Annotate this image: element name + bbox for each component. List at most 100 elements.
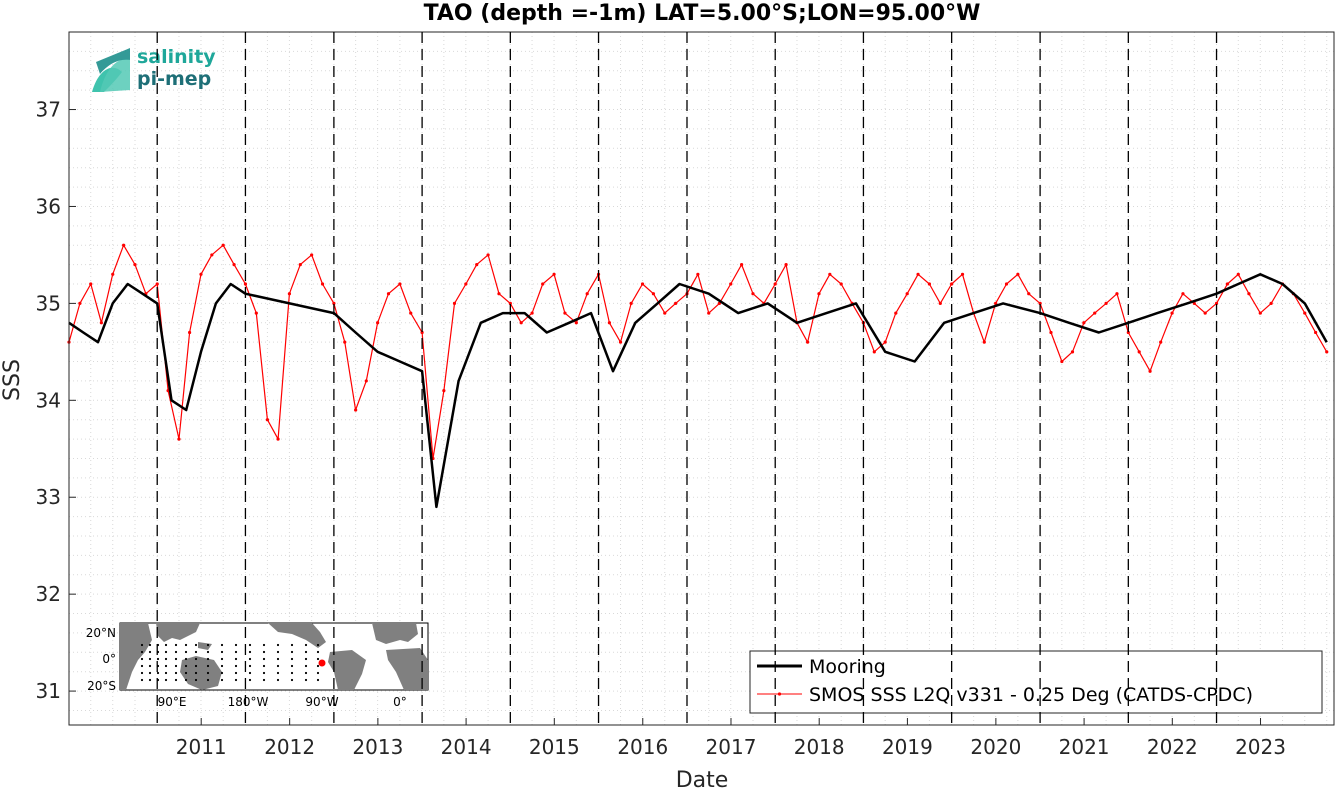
map-station-dot <box>262 650 266 654</box>
map-station-dot <box>184 678 188 682</box>
data-point <box>1236 272 1240 276</box>
data-point <box>982 340 986 344</box>
y-tick-label: 36 <box>36 194 61 218</box>
data-point <box>960 272 965 276</box>
x-tick-label: 2013 <box>352 735 403 759</box>
map-station-dot <box>316 650 320 654</box>
data-point <box>817 292 821 296</box>
map-station-dot <box>276 664 280 668</box>
data-point <box>1325 350 1329 354</box>
map-station-dot <box>276 650 280 654</box>
map-station-dot <box>290 643 294 647</box>
data-point <box>574 321 578 325</box>
map-station-dot <box>164 657 168 661</box>
data-point <box>938 301 942 305</box>
data-point <box>452 301 457 305</box>
data-point <box>1049 330 1053 335</box>
data-point <box>905 292 909 296</box>
y-tick-label: 33 <box>36 485 61 509</box>
data-point <box>585 292 589 296</box>
map-station-dot <box>194 657 198 661</box>
map-station-dot <box>248 671 252 675</box>
map-station-dot <box>184 664 188 668</box>
inset-map-land <box>120 623 428 690</box>
data-point <box>1225 282 1230 286</box>
data-point <box>1093 311 1097 315</box>
x-tick-label: 2012 <box>264 735 315 759</box>
map-station-dot <box>290 650 294 654</box>
map-station-dot <box>234 671 238 675</box>
map-station-dot <box>234 664 238 668</box>
map-station-dot <box>304 643 308 647</box>
map-station-dot <box>194 671 198 675</box>
data-point <box>464 282 468 286</box>
map-station-dot <box>262 671 266 675</box>
data-point <box>663 311 667 315</box>
x-tick-label: 2011 <box>176 735 227 759</box>
data-point <box>927 282 932 286</box>
y-axis-label: SSS <box>0 359 25 401</box>
data-point <box>221 243 225 247</box>
data-point <box>398 282 402 286</box>
data-point <box>1082 321 1086 325</box>
map-lon-label-0: 0° <box>393 695 407 709</box>
map-station-dot <box>316 643 320 647</box>
map-station-dot <box>248 650 252 654</box>
map-station-dot <box>248 678 252 682</box>
data-point <box>740 263 744 267</box>
data-point <box>1016 272 1020 276</box>
map-station-dot <box>140 671 144 675</box>
map-station-dot <box>174 664 178 668</box>
map-station-dot <box>206 657 210 661</box>
data-point <box>1104 301 1108 305</box>
map-station-dot <box>164 671 168 675</box>
data-point <box>254 311 258 315</box>
plot-frame <box>68 31 1335 726</box>
data-point <box>729 282 733 286</box>
map-station-dot <box>148 643 152 647</box>
data-point <box>1060 359 1064 364</box>
map-station-dot <box>194 678 198 682</box>
x-tick-label: 2020 <box>970 735 1021 759</box>
map-station-dot <box>174 678 178 682</box>
data-point <box>872 350 876 354</box>
data-point <box>674 301 678 305</box>
selected-station-marker <box>318 659 326 667</box>
data-point <box>1126 330 1130 335</box>
data-point <box>1115 292 1119 296</box>
map-station-dot <box>148 650 152 654</box>
map-station-dot <box>276 671 280 675</box>
map-station-dot <box>220 678 224 682</box>
data-point <box>1170 311 1174 315</box>
data-point <box>773 282 777 286</box>
data-point <box>508 301 512 305</box>
map-station-dot <box>140 678 144 682</box>
data-point <box>243 282 248 286</box>
x-tick-label: 2018 <box>794 735 845 759</box>
map-station-dot <box>184 657 188 661</box>
year-dividers <box>156 32 1218 725</box>
map-station-dot <box>148 664 152 668</box>
data-point <box>707 311 711 315</box>
y-tick-label: 35 <box>36 291 61 315</box>
data-point <box>386 292 391 296</box>
data-point <box>133 263 137 267</box>
map-station-dot <box>220 671 224 675</box>
data-point <box>828 272 832 276</box>
data-point <box>320 282 325 286</box>
data-point <box>806 340 810 344</box>
legend-label-smos: SMOS SSS L2Q v331 - 0.25 Deg (CATDS-CPDC… <box>809 684 1253 706</box>
data-point <box>894 311 898 315</box>
map-station-dot <box>148 657 152 661</box>
map-station-dot <box>276 643 280 647</box>
data-point <box>199 272 203 276</box>
map-station-dot <box>220 643 224 647</box>
x-tick-label: 2017 <box>706 735 757 759</box>
data-point <box>629 301 633 305</box>
legend-label-mooring: Mooring <box>809 656 886 678</box>
data-point <box>563 311 567 315</box>
map-station-dot <box>148 678 152 682</box>
data-point <box>177 437 181 441</box>
map-lon-label-90w: 90°W <box>305 695 338 709</box>
